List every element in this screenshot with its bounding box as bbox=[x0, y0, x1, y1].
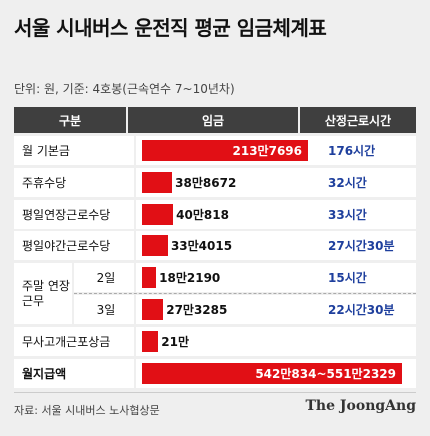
row-label: 3일 bbox=[96, 303, 116, 317]
source-note: 자료: 서울 시내버스 노사협상문 bbox=[14, 404, 160, 417]
wage-value-label: 27만3285 bbox=[166, 303, 228, 317]
row-label: 2일 bbox=[96, 271, 116, 285]
header-category: 구분 bbox=[14, 107, 126, 133]
value-cell bbox=[136, 168, 416, 197]
table-row: 월지급액 542만834~551만2329 bbox=[14, 359, 416, 388]
row-label: 월 기본금 bbox=[22, 144, 70, 158]
row-label: 무사고개근포상금 bbox=[22, 335, 111, 349]
group-label: 주말 연장근무 bbox=[22, 278, 70, 308]
wage-bar bbox=[142, 204, 174, 225]
row-label: 평일연장근로수당 bbox=[22, 208, 111, 222]
table-row: 주휴수당 38만8672 32시간 bbox=[14, 168, 416, 197]
wage-bar bbox=[142, 267, 157, 288]
row-label: 평일야간근로수당 bbox=[22, 239, 111, 253]
table-row: 무사고개근포상금 21만 bbox=[14, 327, 416, 356]
wage-value-label: 40만818 bbox=[176, 208, 229, 222]
wage-bar bbox=[142, 235, 168, 256]
sub-label-cell bbox=[74, 295, 134, 324]
row-divider bbox=[74, 293, 416, 294]
group-label-cell bbox=[14, 263, 72, 324]
header-wage: 임금 bbox=[128, 107, 298, 133]
hours-value: 22시간30분 bbox=[328, 303, 395, 317]
hours-value: 27시간30분 bbox=[328, 239, 395, 253]
table-row: 월 기본금 213만7696 176시간 bbox=[14, 136, 416, 165]
table-row: 평일연장근로수당 40만818 33시간 bbox=[14, 200, 416, 229]
wage-value-label: 213만7696 bbox=[232, 144, 303, 158]
footer-divider bbox=[14, 392, 416, 393]
hours-value: 15시간 bbox=[328, 271, 367, 285]
label-cell bbox=[14, 327, 134, 356]
row-label: 주휴수당 bbox=[22, 176, 67, 190]
wage-value-label: 542만834~551만2329 bbox=[255, 367, 396, 381]
hours-value: 176시간 bbox=[328, 144, 376, 158]
label-cell bbox=[14, 231, 134, 260]
wage-value-label: 18만2190 bbox=[159, 271, 221, 285]
table-row: 3일 27만3285 22시간30분 bbox=[14, 295, 416, 324]
wage-value-label: 33만4015 bbox=[170, 239, 233, 253]
chart-title: 서울 시내버스 운전직 평균 임금체계표 bbox=[14, 16, 327, 40]
value-cell bbox=[136, 200, 416, 229]
wage-bar bbox=[142, 363, 402, 384]
value-cell bbox=[136, 327, 416, 356]
wage-bar bbox=[142, 331, 159, 352]
wage-value-label: 21만 bbox=[161, 335, 190, 349]
label-cell bbox=[14, 359, 134, 388]
hours-value: 32시간 bbox=[328, 176, 367, 190]
row-label: 월지급액 bbox=[22, 367, 67, 381]
table-row: 평일야간근로수당 33만4015 27시간30분 bbox=[14, 231, 416, 260]
label-cell bbox=[14, 136, 134, 165]
label-cell bbox=[14, 200, 134, 229]
table-row: 2일 18만2190 15시간 bbox=[14, 263, 416, 292]
value-cell bbox=[136, 231, 416, 260]
chart-subtitle: 단위: 원, 기준: 4호봉(근속연수 7~10년차) bbox=[14, 82, 235, 96]
wage-bar bbox=[142, 140, 308, 161]
wage-bar bbox=[142, 299, 164, 320]
hours-value: 33시간 bbox=[328, 208, 367, 222]
sub-label-cell bbox=[74, 263, 134, 292]
wage-bar bbox=[142, 172, 173, 193]
wage-value-label: 38만8672 bbox=[175, 176, 237, 190]
value-cell bbox=[136, 263, 416, 292]
value-cell bbox=[136, 295, 416, 324]
header-hours: 산정근로시간 bbox=[300, 107, 416, 133]
brand-logo: The JoongAng bbox=[305, 398, 416, 414]
label-cell bbox=[14, 168, 134, 197]
